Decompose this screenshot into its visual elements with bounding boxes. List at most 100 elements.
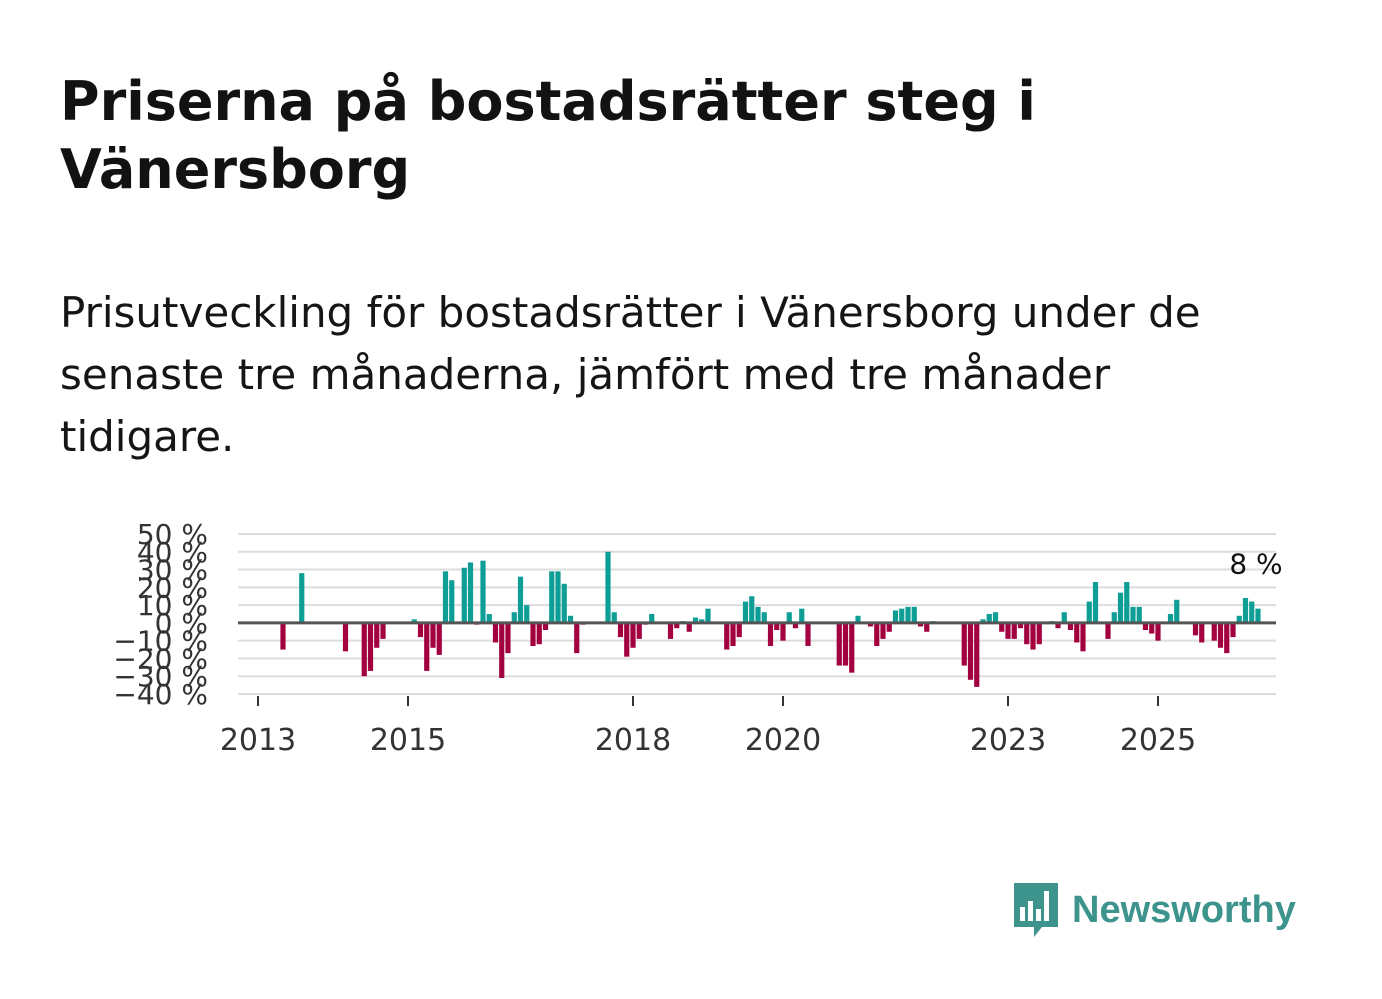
bar [1255,608,1261,623]
bar [1130,606,1136,623]
bar [574,622,580,654]
bar [799,608,805,623]
brand-name: Newsworthy [1072,888,1296,931]
bar [530,622,536,646]
bar [792,622,799,629]
bar [1149,622,1155,634]
bar-chart: −40 %−30 %−20 %−10 %0 %10 %20 %30 %40 %5… [113,518,1282,758]
bar [1005,622,1011,639]
bars [280,551,1261,687]
bar [449,580,455,623]
bar [467,562,474,623]
bar [836,622,842,666]
bar [1224,622,1230,654]
bar [636,622,642,639]
bar [442,571,449,623]
bar [924,622,930,632]
bar [1217,622,1224,648]
bar [524,605,530,623]
bar [567,615,574,623]
bar [624,622,630,657]
bar [761,612,767,623]
bar [1136,606,1142,623]
newsworthy-logo-icon [1014,883,1058,937]
y-tick-label: 40 % [137,536,208,569]
bar [742,601,749,623]
bar [1192,622,1199,636]
x-tick-label: 2023 [970,723,1046,758]
bar [1199,622,1205,643]
page-title: Priserna på bostadsrätter steg i Vänersb… [60,70,1036,201]
bar [892,610,899,623]
bar [511,612,517,623]
bar [774,622,780,630]
bar [517,576,524,623]
x-tick-label: 2013 [220,723,296,758]
bar [1174,599,1180,623]
bar [649,614,655,623]
bar [617,622,624,638]
bar [730,622,736,646]
x-tick-label: 2018 [595,723,671,758]
bar [736,622,742,638]
bar [886,622,892,632]
bar [555,571,561,623]
bar [992,612,999,623]
bar [692,617,699,623]
bar [549,571,555,623]
bar [1249,601,1255,623]
y-tick-label: −10 % [113,625,208,658]
bar [749,596,755,623]
x-tick-label: 2025 [1120,723,1196,758]
bar [667,622,674,639]
bar [705,608,711,623]
axes: −40 %−30 %−20 %−10 %0 %10 %20 %30 %40 %5… [113,518,1282,758]
y-tick-label: −40 % [113,678,208,711]
bar [461,567,467,623]
bar [1030,622,1036,650]
brand-logo: Newsworthy [1010,878,1296,942]
y-tick-label: 10 % [137,589,208,622]
bar [967,622,974,680]
bar [867,622,874,627]
bar [1024,622,1030,645]
bar [1074,622,1080,643]
bar [767,622,774,646]
bar [1242,598,1249,623]
bar [1117,592,1124,623]
bar [342,622,349,652]
bar [436,622,442,655]
bar [980,619,986,623]
bar [561,583,567,623]
y-tick-label: 20 % [137,571,208,604]
bar [361,622,367,677]
bar [417,622,424,638]
bar [1142,622,1149,630]
bar [855,615,861,623]
bar [411,619,417,623]
bar [380,622,386,639]
bar [724,622,730,650]
bar [699,619,705,623]
bar [780,622,786,641]
bar [374,622,380,648]
bar [905,606,911,623]
bar [961,622,967,666]
bar [1017,622,1024,629]
bar [492,622,499,643]
bar [874,622,880,646]
last-value-label: 8 % [1229,548,1282,581]
bar [299,573,305,623]
bar [1230,622,1236,638]
bar [1086,601,1092,623]
bar [1055,622,1061,629]
bar [1167,614,1174,623]
bar [1092,582,1099,623]
x-tick-label: 2015 [370,723,446,758]
bar [974,622,980,687]
y-tick-label: −20 % [113,642,208,675]
bar [755,606,761,623]
gridlines [238,533,1276,695]
bar [1067,622,1074,630]
bar [536,622,542,645]
